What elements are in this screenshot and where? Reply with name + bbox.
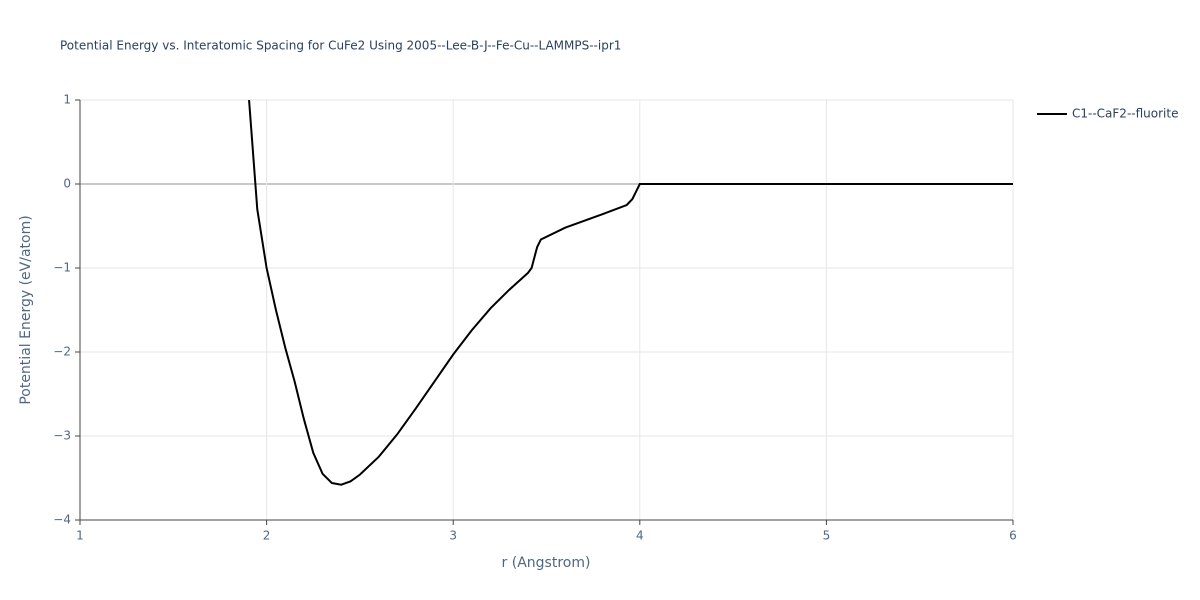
- x-tick-label: 1: [76, 529, 84, 543]
- chart-title: Potential Energy vs. Interatomic Spacing…: [60, 39, 621, 53]
- x-tick-label: 3: [449, 529, 457, 543]
- line: [248, 100, 1013, 486]
- y-tick-label: 0: [63, 177, 71, 191]
- legend-label: C1--CaF2--fluorite: [1072, 107, 1178, 121]
- y-tick-label: −2: [53, 345, 71, 359]
- x-tick-label: 6: [1009, 529, 1017, 543]
- x-tick-label: 5: [823, 529, 831, 543]
- y-tick-label: −1: [53, 261, 71, 275]
- x-tick-label: 4: [636, 529, 644, 543]
- y-axis-title: Potential Energy (eV/atom): [18, 215, 34, 404]
- y-tick-label: −3: [53, 429, 71, 443]
- y-tick-label: −4: [53, 513, 71, 527]
- x-tick-label: 2: [263, 529, 271, 543]
- x-axis-title: r (Angstrom): [502, 555, 591, 571]
- y-tick-label: 1: [63, 93, 71, 107]
